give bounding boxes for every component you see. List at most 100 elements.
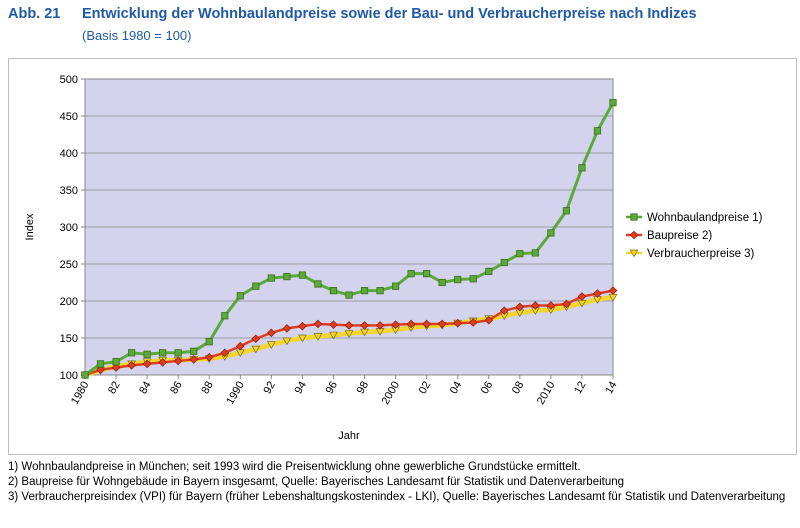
series-2-point bbox=[453, 318, 463, 328]
series-2-point bbox=[468, 318, 478, 327]
series-1-point bbox=[81, 371, 89, 379]
series-1-point bbox=[578, 164, 586, 172]
series-2-point bbox=[282, 324, 292, 333]
grid bbox=[85, 115, 613, 339]
x-tick-label: 82 bbox=[106, 380, 123, 397]
series-3-point bbox=[329, 331, 338, 340]
series-1-point bbox=[593, 127, 602, 135]
series-3-point bbox=[344, 330, 354, 338]
series-1-point bbox=[221, 312, 229, 320]
series-1-point bbox=[329, 287, 338, 295]
legend: Wohnbaulandpreise 1) Baupreise 2) Verbrauc… bbox=[626, 212, 763, 260]
series-1-point bbox=[376, 287, 384, 295]
series-2-point bbox=[360, 321, 369, 330]
series-2-point bbox=[608, 286, 618, 295]
footnote-2: 2) Baupreise für Wohngebäude in Bayern i… bbox=[8, 476, 625, 488]
series-2-point bbox=[546, 301, 556, 310]
y-axis-ticks: 100 150 200 250 300 350 400 450 500 bbox=[60, 74, 85, 382]
series-1-point bbox=[283, 272, 291, 281]
series-1-point bbox=[190, 347, 198, 355]
series-2-point bbox=[484, 315, 494, 325]
series-2-point bbox=[499, 306, 509, 315]
y-tick-label: 450 bbox=[60, 111, 78, 123]
y-axis-label: Index bbox=[24, 213, 36, 240]
chart-container: 100 150 200 250 300 350 400 450 500 1980 82 84 86 88… bbox=[8, 58, 797, 455]
series-2-point bbox=[204, 352, 214, 362]
series-3-point bbox=[313, 333, 323, 341]
series-2-point bbox=[577, 292, 587, 301]
series-2-point bbox=[344, 321, 354, 330]
series-2-point bbox=[562, 299, 571, 309]
footnotes: 1) Wohnbaulandpreise in München; seit 19… bbox=[8, 460, 793, 505]
series-1-point bbox=[96, 360, 105, 368]
series-2-point bbox=[531, 301, 540, 310]
series-2-point bbox=[220, 348, 230, 358]
x-axis-ticks: 1980 82 84 86 88 1990 92 94 96 98 2000 02 04 06 08 2010… bbox=[69, 375, 620, 407]
series-2-point bbox=[593, 289, 602, 298]
x-tick-label: 1980 bbox=[69, 380, 92, 407]
series-2-point bbox=[111, 363, 121, 372]
footnote-1: 1) Wohnbaulandpreise in München; seit 19… bbox=[8, 461, 581, 473]
series-1-point bbox=[500, 258, 508, 267]
series-1-point bbox=[298, 271, 307, 279]
x-tick-label: 84 bbox=[137, 380, 154, 397]
figure-title: Entwicklung der Wohnbaulandpreise sowie … bbox=[82, 6, 697, 22]
x-tick-label: 1990 bbox=[224, 380, 247, 407]
series-1-point bbox=[205, 338, 213, 346]
x-axis-label: Jahr bbox=[338, 430, 360, 442]
series-1-point bbox=[609, 99, 617, 107]
y-tick-label: 500 bbox=[60, 74, 78, 86]
series-2-point bbox=[267, 328, 276, 338]
series-2-point bbox=[158, 358, 167, 367]
series-group bbox=[80, 99, 618, 380]
y-tick-label: 400 bbox=[60, 148, 78, 160]
series-1-point bbox=[252, 282, 260, 290]
series-1-point bbox=[159, 349, 167, 357]
series-2-point bbox=[437, 319, 447, 329]
y-tick-label: 150 bbox=[60, 333, 78, 345]
y-tick-label: 250 bbox=[60, 259, 78, 271]
series-1-point bbox=[423, 270, 431, 278]
series-1-point bbox=[407, 270, 415, 278]
y-tick-label: 350 bbox=[60, 185, 78, 197]
x-tick-label: 92 bbox=[261, 380, 278, 397]
series-2-point bbox=[375, 321, 385, 330]
y-tick-label: 100 bbox=[60, 370, 78, 382]
series-2-point bbox=[298, 321, 307, 331]
x-tick-label: 14 bbox=[603, 380, 620, 397]
series-2-point bbox=[251, 334, 261, 344]
legend-item-2-label: Baupreise 2) bbox=[647, 230, 712, 242]
legend-item-3-label: Verbraucherpreise 3) bbox=[647, 248, 755, 260]
legend-item-1-label: Wohnbaulandpreise 1) bbox=[647, 212, 763, 224]
x-tick-label: 08 bbox=[510, 380, 527, 397]
series-1-point bbox=[391, 282, 400, 290]
series-2-point bbox=[422, 319, 431, 329]
series-1-point bbox=[174, 349, 182, 357]
series-1-point bbox=[562, 207, 571, 215]
y-tick-label: 300 bbox=[60, 222, 78, 234]
series-1-point bbox=[438, 278, 446, 287]
series-1-point bbox=[314, 280, 322, 288]
x-tick-label: 2010 bbox=[535, 380, 558, 407]
x-tick-label: 94 bbox=[292, 380, 309, 397]
series-1-point bbox=[547, 229, 555, 237]
series-2-point bbox=[173, 356, 183, 366]
series-2-point bbox=[235, 341, 245, 351]
x-tick-label: 98 bbox=[355, 380, 372, 397]
series-2-point bbox=[406, 319, 416, 329]
legend-item-2-marker bbox=[629, 230, 639, 240]
x-tick-label: 02 bbox=[417, 380, 434, 397]
line-chart: 100 150 200 250 300 350 400 450 500 1980 82 84 86 88… bbox=[24, 74, 763, 442]
series-2-point bbox=[127, 361, 136, 370]
legend-item-3-marker bbox=[629, 249, 639, 258]
series-1-point bbox=[112, 358, 120, 366]
series-2-point bbox=[189, 355, 199, 364]
series-1-point bbox=[345, 291, 353, 299]
figure-header: Abb. 21 Entwicklung der Wohnbaulandpreise… bbox=[8, 6, 798, 22]
legend-item-1-marker bbox=[630, 213, 638, 221]
series-2-point bbox=[96, 365, 105, 375]
series-3-point bbox=[298, 334, 307, 343]
series-1-point bbox=[267, 274, 275, 282]
series-1-point bbox=[360, 287, 369, 295]
x-tick-label: 04 bbox=[448, 380, 465, 397]
